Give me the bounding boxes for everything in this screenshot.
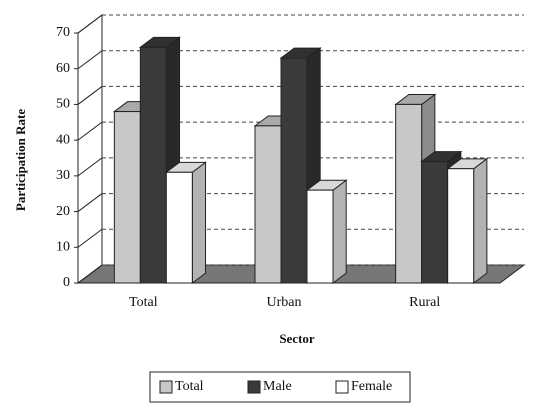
bar-front — [280, 57, 308, 284]
grid-line — [77, 121, 103, 141]
legend-label: Male — [263, 379, 292, 394]
y-tick-label: 20 — [56, 204, 70, 219]
grid-line — [77, 86, 103, 105]
grid-line — [77, 157, 103, 177]
y-axis-label: Participation Rate — [13, 109, 28, 211]
y-tick-label: 40 — [56, 132, 70, 147]
bar-front — [113, 111, 141, 284]
legend-label: Total — [175, 379, 204, 394]
bar-front — [421, 161, 449, 284]
side-wall — [77, 14, 103, 284]
y-tick-label: 0 — [63, 275, 70, 290]
bar-side — [191, 161, 207, 284]
legend-box — [149, 371, 411, 403]
grid-line — [77, 50, 103, 70]
y-tick-label: 50 — [56, 97, 70, 112]
y-tick-label: 70 — [56, 25, 70, 40]
bar — [446, 157, 489, 284]
y-tick-label: 30 — [56, 168, 70, 183]
bar-side — [332, 179, 347, 284]
grid-line — [77, 228, 103, 248]
bar — [164, 161, 208, 284]
grid-line — [77, 264, 103, 284]
bar-side — [473, 157, 488, 284]
y-tick-label: 10 — [56, 240, 70, 255]
bar-front — [395, 103, 423, 284]
grid-line — [77, 14, 103, 34]
x-tick-label: Rural — [409, 295, 440, 310]
bar-front — [139, 46, 167, 284]
bar-front — [254, 125, 282, 284]
bar — [305, 179, 348, 284]
x-tick-label: Urban — [267, 295, 302, 310]
y-tick-label: 60 — [56, 61, 70, 76]
legend-swatch — [247, 380, 261, 394]
legend-label: Female — [351, 379, 392, 394]
legend-swatch — [159, 380, 173, 394]
x-axis-label: Sector — [279, 331, 315, 346]
legend-swatch — [335, 380, 349, 394]
bar-front — [306, 189, 334, 284]
bar-front — [447, 168, 475, 284]
grid-line — [77, 193, 103, 212]
bar-front — [165, 171, 193, 284]
x-tick-label: Total — [129, 295, 158, 310]
